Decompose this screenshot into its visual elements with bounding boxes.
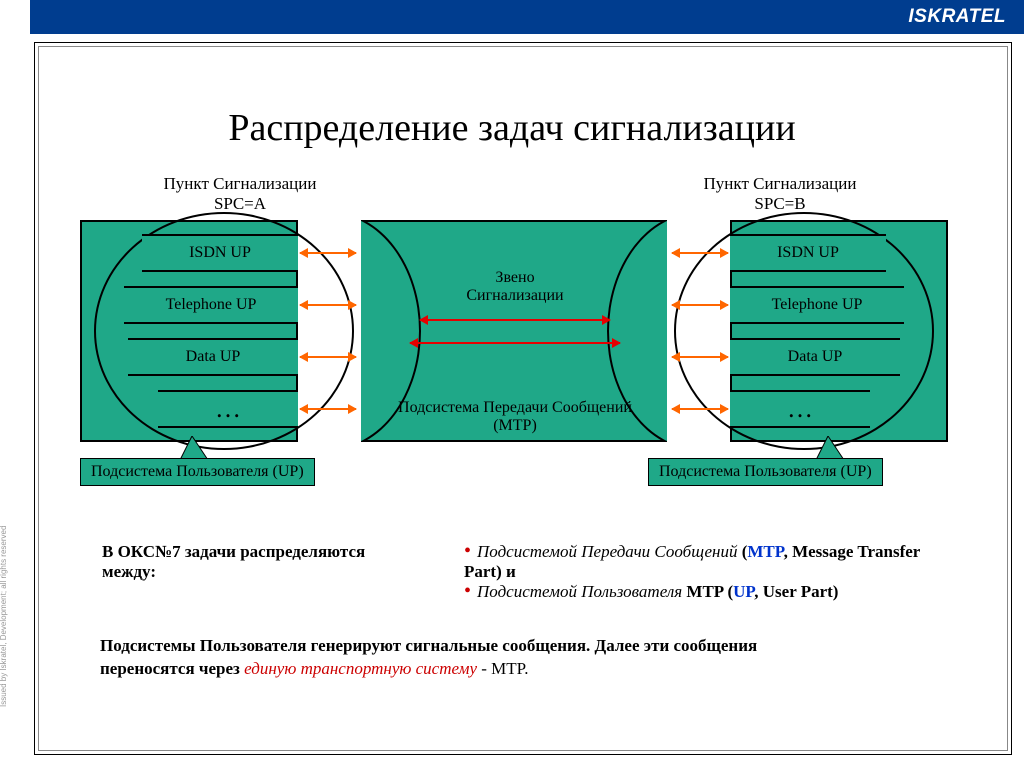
sp-label-left: Пункт СигнализацииSPC=A bbox=[140, 174, 340, 214]
arrow-c1 bbox=[420, 319, 610, 321]
left-text-l2: между: bbox=[102, 562, 156, 581]
bullet-1: •Подсистемой Передачи Сообщений (MTP, Me… bbox=[464, 542, 958, 582]
right-row-isdn: ISDN UP bbox=[730, 234, 886, 272]
left-text-l1: В ОКС№7 задачи распределяются bbox=[102, 542, 365, 561]
callout-right: Подсистема Пользователя (UP) bbox=[648, 458, 883, 486]
side-credit: Issued by Iskratel, Development; all rig… bbox=[0, 526, 8, 707]
arrow-r2 bbox=[672, 304, 728, 306]
bullet-2: •Подсистемой Пользователя MTP (UP, User … bbox=[464, 582, 958, 602]
logo: ISKRATEL bbox=[908, 6, 1006, 28]
callout-left: Подсистема Пользователя (UP) bbox=[80, 458, 315, 486]
center-top-label: ЗвеноСигнализации bbox=[440, 269, 590, 305]
header-bar: ISKRATEL bbox=[0, 0, 1024, 34]
arrow-l1 bbox=[300, 252, 356, 254]
center-bottom-label: Подсистема Передачи Сообщений(MTP) bbox=[380, 399, 650, 435]
signaling-diagram: Пункт СигнализацииSPC=A Пункт Сигнализац… bbox=[80, 174, 950, 484]
arrow-r4 bbox=[672, 408, 728, 410]
right-row-data: Data UP bbox=[730, 338, 900, 376]
sp-label-right: Пункт СигнализацииSPC=B bbox=[680, 174, 880, 214]
arrow-l4 bbox=[300, 408, 356, 410]
arrow-r1 bbox=[672, 252, 728, 254]
left-row-tel: Telephone UP bbox=[124, 286, 298, 324]
header-notch bbox=[0, 0, 30, 34]
right-row-dots: … bbox=[730, 390, 870, 428]
left-row-isdn: ISDN UP bbox=[142, 234, 298, 272]
right-row-tel: Telephone UP bbox=[730, 286, 904, 324]
arrow-c2 bbox=[410, 342, 620, 344]
arrow-r3 bbox=[672, 356, 728, 358]
left-row-data: Data UP bbox=[128, 338, 298, 376]
footer-text: Подсистемы Пользователя генерируют сигна… bbox=[100, 635, 930, 681]
left-row-dots: … bbox=[158, 390, 298, 428]
bullets-area: В ОКС№7 задачи распределяются между: •По… bbox=[100, 540, 960, 608]
arrow-l3 bbox=[300, 356, 356, 358]
arrow-l2 bbox=[300, 304, 356, 306]
